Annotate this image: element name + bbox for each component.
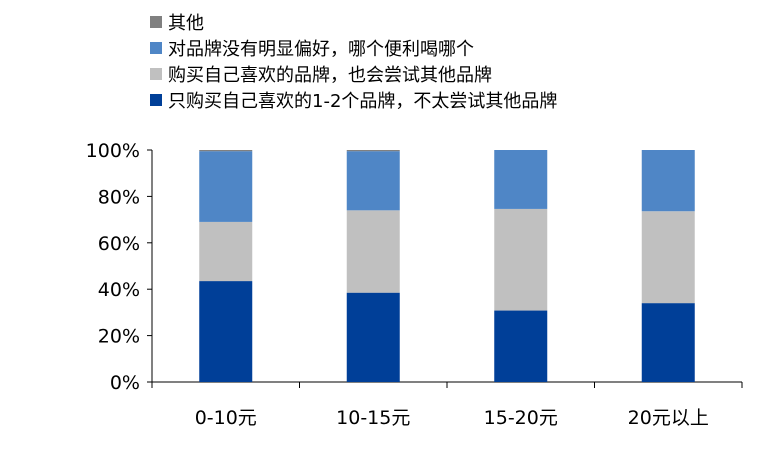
bars (199, 150, 695, 382)
y-tick-label-2: 40% (98, 279, 140, 301)
legend-swatch-2 (150, 68, 162, 80)
bar-segment-1-3 (346, 150, 400, 152)
bar-segment-1-2 (346, 151, 400, 211)
y-tick-label-5: 100% (86, 140, 140, 162)
legend-label-3: 只购买自己喜欢的1-2个品牌，不太尝试其他品牌 (168, 91, 557, 112)
legend-label-0: 其他 (168, 13, 204, 34)
bar-segment-1-0 (346, 292, 400, 382)
bar-segment-2-2 (494, 150, 548, 209)
y-tick-label-4: 80% (98, 186, 140, 208)
bar-segment-3-1 (641, 211, 695, 304)
bar-segment-0-2 (199, 151, 253, 222)
legend-swatch-1 (150, 42, 162, 54)
bar-segment-1-1 (346, 210, 400, 293)
x-tick-label-2: 15-20元 (484, 407, 558, 429)
legend-swatch-3 (150, 94, 162, 106)
bar-segment-0-1 (199, 221, 253, 282)
y-tick-label-1: 20% (98, 326, 140, 348)
bar-segment-3-0 (641, 303, 695, 382)
legend-swatch-0 (150, 16, 162, 28)
bar-segment-2-0 (494, 310, 548, 382)
bar-segment-3-2 (641, 150, 695, 212)
y-tick-label-0: 0% (110, 372, 140, 394)
legend-label-1: 对品牌没有明显偏好，哪个便利喝哪个 (168, 39, 474, 60)
x-tick-label-1: 10-15元 (336, 407, 410, 429)
y-tick-label-3: 60% (98, 233, 140, 255)
x-tick-label-3: 20元以上 (628, 407, 709, 429)
legend: 其他对品牌没有明显偏好，哪个便利喝哪个购买自己喜欢的品牌，也会尝试其他品牌只购买… (150, 13, 557, 112)
x-tick-label-0: 0-10元 (195, 407, 257, 429)
legend-label-2: 购买自己喜欢的品牌，也会尝试其他品牌 (168, 65, 492, 86)
axes: 0% 20% 40% 60% 80% 100% 0-10元 10-15元 15-20元 20元以上 (86, 140, 743, 429)
bar-segment-0-3 (199, 150, 253, 152)
bar-segment-0-0 (199, 281, 253, 382)
bar-segment-2-1 (494, 208, 548, 311)
